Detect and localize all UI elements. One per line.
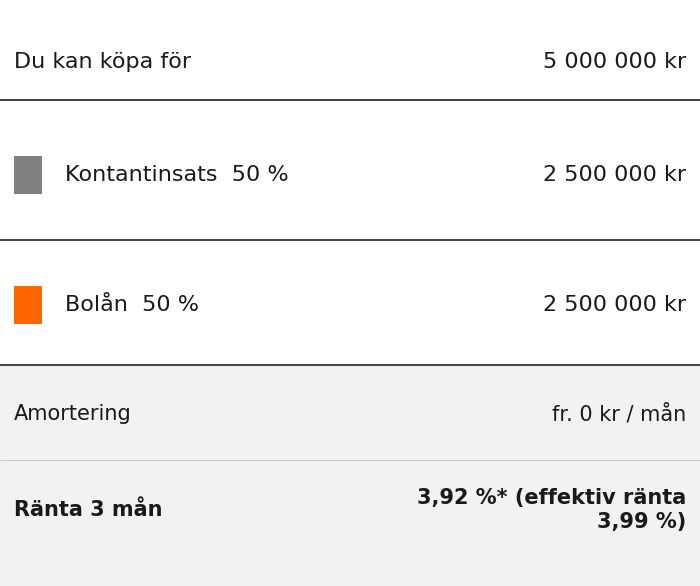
Bar bbox=[14, 286, 42, 324]
Text: fr. 0 kr / mån: fr. 0 kr / mån bbox=[552, 404, 686, 424]
Text: Amortering: Amortering bbox=[14, 404, 132, 424]
Text: Ränta 3 mån: Ränta 3 mån bbox=[14, 500, 162, 520]
Text: Kontantinsats  50 %: Kontantinsats 50 % bbox=[65, 165, 288, 185]
Text: Du kan köpa för: Du kan köpa för bbox=[14, 52, 191, 72]
Text: 2 500 000 kr: 2 500 000 kr bbox=[543, 295, 686, 315]
Text: 5 000 000 kr: 5 000 000 kr bbox=[542, 52, 686, 72]
Bar bbox=[0, 365, 700, 460]
Text: Bolån  50 %: Bolån 50 % bbox=[65, 295, 199, 315]
Bar bbox=[0, 460, 700, 586]
Bar bbox=[14, 156, 42, 194]
Text: 3,92 %* (effektiv ränta
3,99 %): 3,92 %* (effektiv ränta 3,99 %) bbox=[416, 488, 686, 532]
Text: 2 500 000 kr: 2 500 000 kr bbox=[543, 165, 686, 185]
